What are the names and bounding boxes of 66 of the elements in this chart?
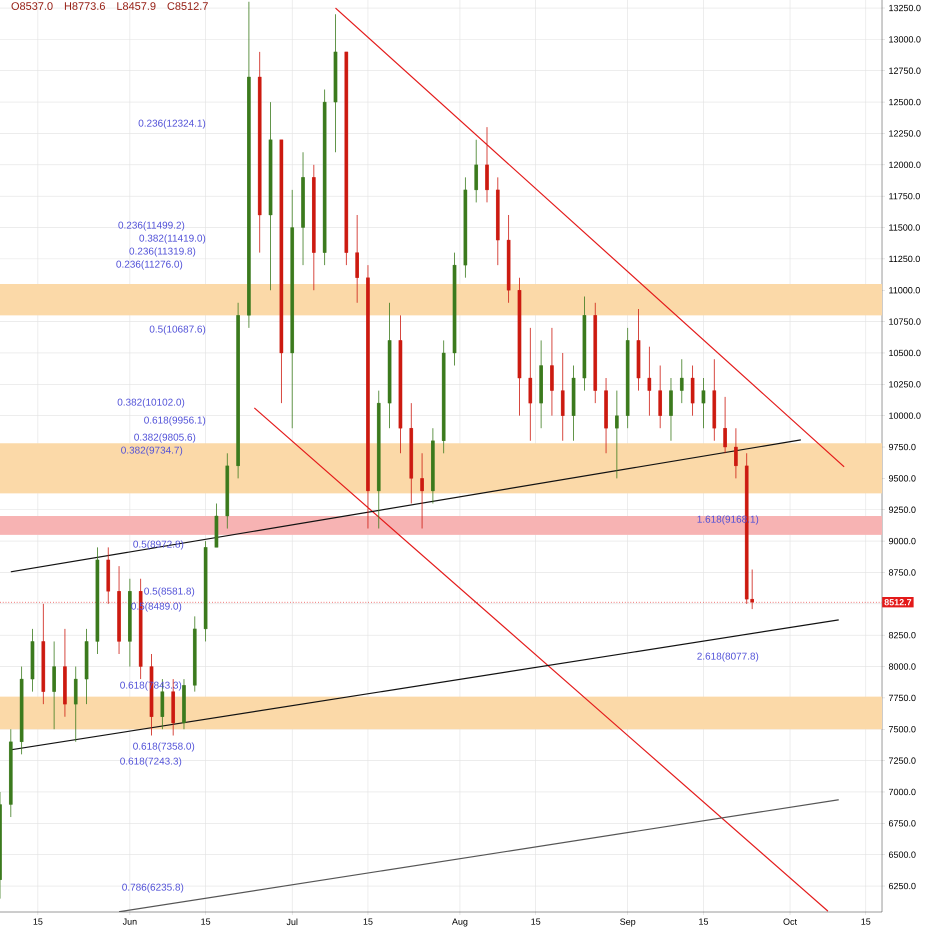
y-tick-label: 11000.0 [889,287,920,294]
annotation: 0.618(9956.1) [144,416,206,426]
y-tick-label: 7000.0 [888,788,916,796]
annotation: 0.382(11419.0) [139,234,206,244]
annotation: O8537.0 [12,2,53,10]
y-tick-label: 8250.0 [888,632,916,638]
y-tick-label: 6750.0 [888,820,916,826]
y-tick-label: 11250.0 [889,256,920,262]
y-tick-label: 9000.0 [888,538,916,544]
y-tick-label: 12500.0 [889,98,921,106]
y-tick-label: 11500.0 [889,224,920,231]
annotation: H8773.6 [64,2,105,10]
x-tick-label: 15 [861,918,870,925]
annotation: 0.382(9734.7) [121,446,182,456]
x-tick-label: Jun [122,918,137,925]
y-tick-label: 6250.0 [888,882,916,890]
x-tick-label: 15 [699,918,708,925]
x-tick-label: Aug [452,918,468,927]
x-tick-label: Jul [286,918,298,926]
y-tick-label: 13250.0 [889,4,921,12]
y-tick-label: 7500.0 [888,726,916,732]
candlestick [702,378,706,429]
candlestick [648,346,652,416]
y-tick-label: 8750.0 [888,569,916,576]
ref-line-label: 8512.7 [884,599,912,606]
candlestick [734,428,738,479]
x-tick-label: 15 [201,918,210,925]
annotation: 0.786(6235.8) [122,883,184,893]
annotation: 0.382(10102.0) [118,398,184,408]
y-tick-label: 13000.0 [889,36,921,43]
x-tick-label: 15 [531,918,540,925]
y-tick-label: 9500.0 [888,475,916,482]
y-tick-label: 7250.0 [888,757,916,764]
annotation: 0.236(11276.0) [116,260,182,270]
y-tick-label: 9750.0 [888,444,916,450]
annotation: 0.236(11319.8) [129,247,196,257]
y-tick-label: 7750.0 [888,694,916,702]
candlestick [680,358,684,404]
y-tick-label: 10000.0 [889,412,921,419]
x-tick-label: 15 [364,918,373,925]
y-tick-label: 8000.0 [888,663,916,670]
x-tick-label: 15 [34,918,42,925]
y-tick-label: 11750.0 [889,192,920,200]
annotation: 0.236(12324.1) [138,119,206,129]
x-tick-label: Oct [783,918,797,925]
annotation: 0.382(9805.6) [134,433,196,443]
annotation: L8457.9 [117,2,156,10]
candlestick [420,452,424,529]
y-tick-label: 9250.0 [888,506,916,513]
y-tick-label: 10750.0 [889,318,921,325]
y-tick-label: 12000.0 [889,162,921,168]
annotation: 0.5(8581.8) [144,587,194,597]
y-tick-label: 10500.0 [889,350,921,356]
y-tick-label: 12750.0 [889,68,921,74]
annotation: 0.618(7358.0) [133,742,194,752]
y-tick-label: 12250.0 [889,130,921,137]
annotation: 0.236(11499.2) [118,221,184,231]
annotation: 0.618(7243.3) [120,757,182,767]
annotation: 0.5(10687.6) [150,325,206,335]
candlestick [615,390,619,479]
y-tick-label: 6500.0 [888,852,916,858]
annotation: 2.618(8077.8) [697,652,758,662]
annotation: C8512.7 [168,2,208,10]
candlestick [723,396,727,454]
y-tick-label: 10250.0 [889,381,921,388]
x-tick-label: Sep [620,918,636,927]
